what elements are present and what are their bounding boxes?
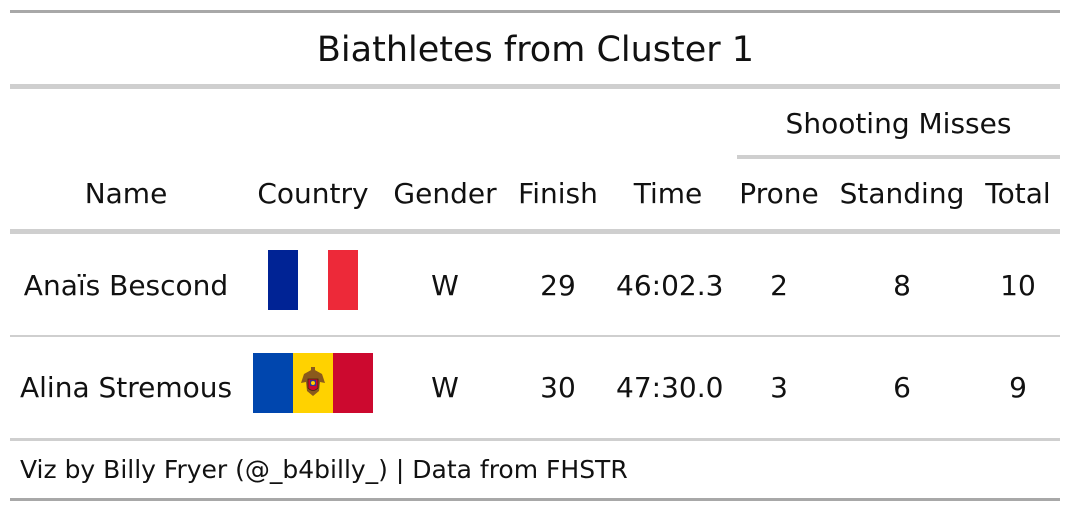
column-header-gender: Gender: [393, 177, 497, 210]
total-cell: 9: [1009, 371, 1027, 404]
time-cell: 47:30.0: [616, 371, 724, 404]
column-header-standing: Standing: [839, 177, 965, 210]
shooting-misses-spanner: Shooting Misses: [785, 107, 1012, 140]
column-header-prone: Prone: [739, 177, 819, 210]
athlete-name: Alina Stremous: [20, 371, 233, 404]
standing-cell: 8: [893, 269, 911, 302]
column-header-total: Total: [985, 177, 1051, 210]
france-flag-white-stripe: [298, 250, 328, 310]
column-header-name: Name: [84, 177, 168, 210]
title-divider: [10, 84, 1060, 89]
table-bottom-border: [10, 438, 1060, 441]
finish-cell: 30: [540, 371, 576, 404]
moldova-flag-icon: [253, 353, 373, 413]
france-flag-blue-stripe: [268, 250, 298, 310]
row-divider: [10, 335, 1060, 337]
france-flag-icon: [268, 250, 358, 310]
spanner-underline: [737, 155, 1060, 159]
standing-cell: 6: [893, 371, 911, 404]
moldova-coat-of-arms-icon: [301, 367, 325, 396]
time-cell: 46:02.3: [616, 269, 724, 302]
column-header-time: Time: [633, 177, 703, 210]
top-border: [10, 10, 1060, 13]
gender-cell: W: [431, 371, 459, 404]
prone-cell: 3: [770, 371, 788, 404]
column-header-country: Country: [257, 177, 369, 210]
column-header-finish: Finish: [518, 177, 598, 210]
source-footnote: Viz by Billy Fryer (@_b4billy_) | Data f…: [20, 455, 628, 484]
moldova-flag-red-stripe: [333, 353, 373, 413]
gender-cell: W: [431, 269, 459, 302]
prone-cell: 2: [770, 269, 788, 302]
france-flag-red-stripe: [328, 250, 358, 310]
header-divider: [10, 229, 1060, 234]
moldova-flag-blue-stripe: [253, 353, 293, 413]
finish-cell: 29: [540, 269, 576, 302]
table-title: Biathletes from Cluster 1: [316, 30, 755, 70]
athlete-name: Anaïs Bescond: [23, 269, 229, 302]
bottom-border: [10, 498, 1060, 501]
total-cell: 10: [1000, 269, 1036, 302]
